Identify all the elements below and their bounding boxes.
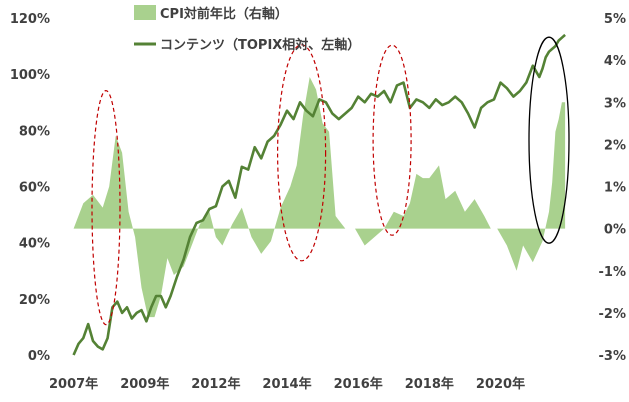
y-left-tick-label: 120% (10, 12, 50, 27)
x-tick-label: 2016年 (334, 376, 383, 392)
legend: CPI対前年比（右軸） コンテンツ（TOPIX相対、左軸） (134, 5, 360, 53)
legend-label-cpi: CPI対前年比（右軸） (160, 6, 288, 22)
y-right-tick-label: -3% (599, 349, 626, 364)
y-left-tick-label: 40% (19, 237, 50, 252)
y-right-tick-label: 0% (604, 223, 626, 238)
y-left-tick-label: 20% (19, 293, 50, 308)
y-left-tick-label: 80% (19, 124, 50, 139)
y-axis-right: -3% -2% -1% 0% 1% 2% 3% 4% 5% (599, 12, 626, 364)
contents-line-series (72, 33, 566, 356)
x-tick-label: 2014年 (262, 376, 311, 392)
y-left-tick-label: 60% (19, 181, 50, 196)
y-right-tick-label: 5% (604, 12, 626, 27)
x-tick-label: 2018年 (405, 376, 454, 392)
legend-label-contents: コンテンツ（TOPIX相対、左軸） (160, 37, 360, 53)
y-right-tick-label: 4% (604, 54, 626, 69)
plot-area (72, 33, 566, 356)
y-right-tick-label: -2% (599, 307, 626, 322)
x-tick-label: 2009年 (120, 376, 169, 392)
highlight-ellipse (277, 44, 327, 262)
annotations (91, 36, 570, 326)
y-left-tick-label: 100% (10, 68, 50, 83)
x-axis: 2007年 2009年 2012年 2014年 2016年 2018年 2020年 (49, 376, 525, 392)
x-tick-label: 2020年 (476, 376, 525, 392)
legend-swatch-cpi (134, 5, 156, 20)
y-right-tick-label: 1% (604, 181, 626, 196)
cpi-area-series (73, 77, 566, 318)
x-tick-label: 2012年 (191, 376, 240, 392)
highlight-ellipse (528, 36, 570, 244)
x-tick-label: 2007年 (49, 376, 98, 392)
y-axis-left: 0% 20% 40% 60% 80% 100% 120% (10, 12, 50, 364)
y-right-tick-label: -1% (599, 265, 626, 280)
y-right-tick-label: 3% (604, 96, 626, 111)
highlight-ellipse (372, 44, 412, 236)
y-left-tick-label: 0% (28, 349, 50, 364)
y-right-tick-label: 2% (604, 138, 626, 153)
highlight-ellipse (91, 90, 121, 326)
